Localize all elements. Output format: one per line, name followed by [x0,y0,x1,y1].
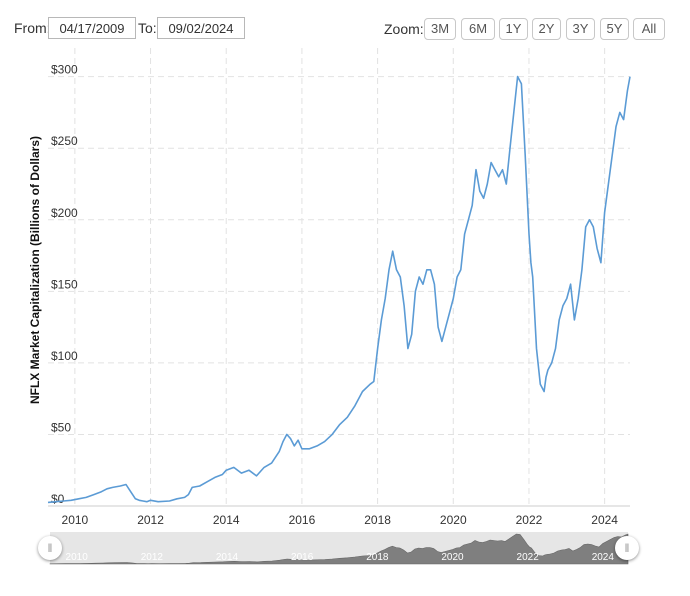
x-tick-label: 2014 [213,513,240,527]
zoom-1y-button[interactable]: 1Y [499,18,528,40]
y-tick-label: $100 [51,349,78,363]
x-tick-label: 2016 [289,513,316,527]
zoom-5y-button[interactable]: 5Y [600,18,629,40]
y-tick-label: $200 [51,206,78,220]
y-tick-labels: $0 $50 $100 $150 $200 $250 $300 [51,63,78,506]
zoom-all-button[interactable]: All [633,18,665,40]
y-tick-label: $300 [51,63,78,77]
zoom-2y-button[interactable]: 2Y [532,18,561,40]
navigator-left-handle[interactable]: ‖ [38,536,62,560]
navigator-label: 2016 [291,552,314,563]
y-tick-label: $250 [51,134,78,148]
navigator-label: 2020 [441,552,464,563]
grid-lines [48,48,630,507]
zoom-3m-button[interactable]: 3M [424,18,456,40]
navigator-label: 2024 [592,552,615,563]
x-tick-label: 2012 [137,513,164,527]
navigator-label: 2022 [517,552,540,563]
x-tick-label: 2010 [62,513,89,527]
navigator-label: 2010 [66,552,89,563]
market-cap-line [47,75,631,504]
navigator-area [49,533,629,565]
x-tick-label: 2020 [440,513,467,527]
x-tick-label: 2024 [591,513,618,527]
y-tick-label: $50 [51,420,71,434]
from-label: From: [14,20,51,36]
to-label: To: [138,20,157,36]
zoom-3y-button[interactable]: 3Y [566,18,595,40]
zoom-label: Zoom: [384,21,424,37]
navigator-right-handle[interactable]: ‖ [615,536,639,560]
series-layer [47,75,631,504]
navigator[interactable]: 2010 2012 2014 2016 2018 2020 2022 2024 [49,532,629,565]
navigator-label: 2012 [141,552,164,563]
navigator-label: 2018 [366,552,389,563]
from-date-input[interactable]: 04/17/2009 [48,17,136,39]
to-date-input[interactable]: 09/02/2024 [157,17,245,39]
x-tick-label: 2018 [364,513,391,527]
x-tick-labels: 2010 2012 2014 2016 2018 2020 2022 2024 [62,513,619,527]
chart-toolbar: From: 04/17/2009 To: 09/02/2024 Zoom: 3M… [0,0,690,56]
y-tick-label: $150 [51,277,78,291]
zoom-6m-button[interactable]: 6M [461,18,495,40]
navigator-label: 2014 [216,552,239,563]
y-tick-label: $0 [51,492,65,506]
x-tick-label: 2022 [516,513,543,527]
